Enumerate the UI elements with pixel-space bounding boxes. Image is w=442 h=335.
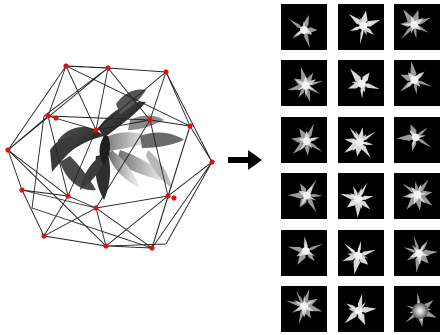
rendered-view-tile [281,230,327,276]
rendered-view-tile [338,60,384,106]
rendered-view-tile [281,117,327,163]
rendered-view-tile [281,286,327,332]
rendered-view-tile [338,4,384,50]
cage-vertices [5,63,215,251]
rendered-view-tile [281,173,327,219]
rendered-view-tile [281,4,327,50]
rendered-view-tile [338,286,384,332]
rendered-view-tile [338,173,384,219]
rendered-view-tile [394,173,440,219]
rendered-view-tile [394,60,440,106]
rendered-view-tile [338,117,384,163]
rendered-view-tile [394,286,440,332]
plant-model [50,89,184,200]
rendered-view-tile [394,4,440,50]
rendered-view-tile [394,117,440,163]
rendered-view-tile [338,230,384,276]
rendered-views-grid [281,4,440,332]
rendered-view-tile [394,230,440,276]
right-arrow-icon [228,150,262,170]
rendered-view-tile [281,60,327,106]
